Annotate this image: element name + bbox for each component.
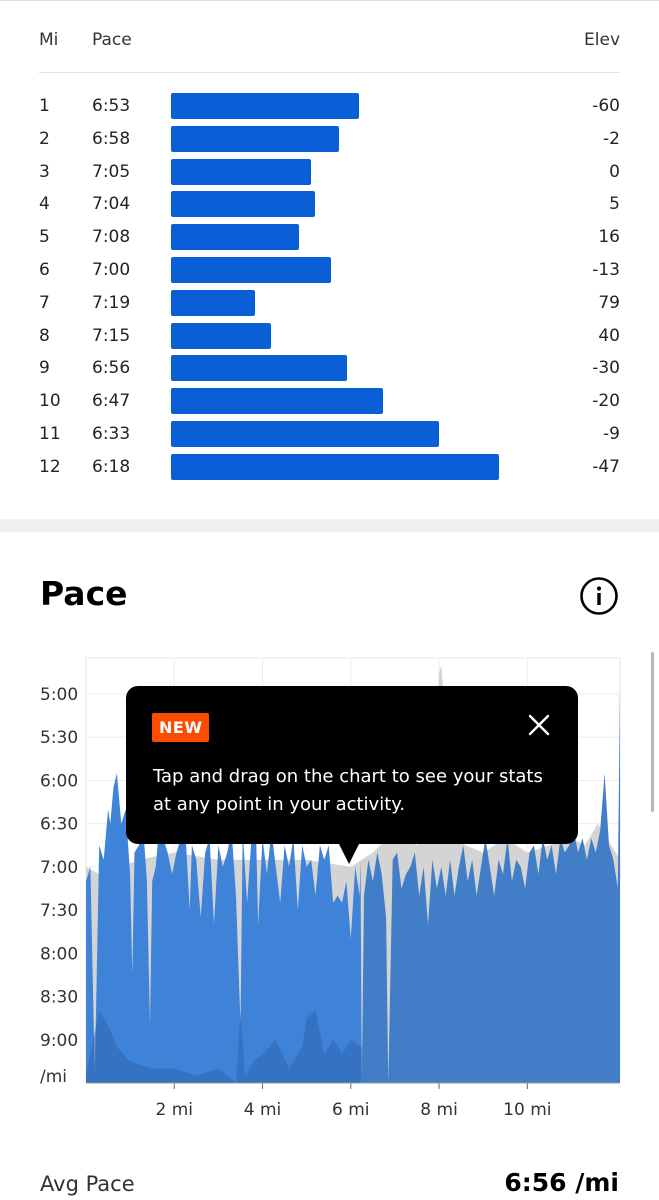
split-pace: 6:47 xyxy=(92,391,131,412)
avg-pace-label: Avg Pace xyxy=(40,1172,135,1196)
column-header-mi: Mi xyxy=(39,30,59,50)
split-elevation: 0 xyxy=(609,161,620,182)
split-pace-bar xyxy=(171,388,383,415)
y-tick-label: 8:30 xyxy=(40,988,78,1008)
split-mile: 1 xyxy=(39,96,50,116)
split-row: 9 6:56 -30 xyxy=(0,352,659,385)
split-pace-bar xyxy=(171,224,299,251)
y-tick-label: 6:30 xyxy=(40,815,78,835)
y-tick-label: 5:30 xyxy=(40,728,78,748)
split-pace-bar xyxy=(171,322,271,349)
info-icon[interactable] xyxy=(580,577,618,615)
split-pace-bar xyxy=(171,93,359,119)
top-divider xyxy=(0,0,659,1)
y-tick-label: 5:00 xyxy=(40,685,78,705)
split-row: 6 7:00 -13 xyxy=(0,254,659,287)
y-tick-label: 7:00 xyxy=(40,858,78,878)
split-elevation: 16 xyxy=(598,227,620,248)
split-row: 3 7:05 0 xyxy=(0,156,659,189)
split-row: 2 6:58 -2 xyxy=(0,123,659,156)
split-pace-bar xyxy=(171,289,255,316)
pace-area-shading xyxy=(86,1011,362,1083)
y-tick-label: /mi xyxy=(40,1067,67,1087)
split-pace: 6:56 xyxy=(92,358,131,379)
avg-pace-value: 6:56 /mi xyxy=(504,1168,619,1197)
header-divider xyxy=(39,72,620,73)
split-mile: 3 xyxy=(39,161,50,182)
split-elevation: -20 xyxy=(592,391,620,412)
split-mile: 10 xyxy=(39,391,61,412)
split-row: 7 7:19 79 xyxy=(0,287,659,320)
split-mile: 4 xyxy=(39,194,50,215)
split-mile: 9 xyxy=(39,358,50,379)
split-row: 4 7:04 5 xyxy=(0,188,659,221)
split-pace-bar xyxy=(171,158,311,185)
split-pace: 6:33 xyxy=(92,424,131,444)
split-pace-bar xyxy=(171,421,439,447)
split-row: 1 6:53 -60 xyxy=(0,90,659,123)
split-pace-bar xyxy=(171,453,499,480)
split-row: 8 7:15 40 xyxy=(0,320,659,353)
split-elevation: -60 xyxy=(592,96,620,116)
section-title: Pace xyxy=(40,574,128,613)
split-pace: 7:00 xyxy=(92,260,131,280)
split-elevation: -47 xyxy=(592,456,620,477)
chart-y-axis: 5:00 5:30 6:00 6:30 7:00 7:30 8:00 8:30 9:00/mi xyxy=(40,685,78,1087)
split-elevation: 40 xyxy=(598,325,620,346)
split-pace-bar xyxy=(171,257,331,283)
split-mile: 8 xyxy=(39,325,50,346)
y-tick-label: 6:00 xyxy=(40,771,78,791)
split-mile: 11 xyxy=(39,424,61,444)
split-row: 11 6:33 -9 xyxy=(0,418,659,451)
split-pace: 7:05 xyxy=(92,161,131,182)
x-tick-label: 10 mi xyxy=(503,1100,551,1120)
split-pace-bar xyxy=(171,355,347,382)
split-pace: 7:15 xyxy=(92,325,131,346)
split-pace: 6:53 xyxy=(92,96,131,116)
section-separator xyxy=(0,519,659,532)
split-mile: 6 xyxy=(39,260,50,280)
split-mile: 7 xyxy=(39,292,50,313)
split-pace: 6:58 xyxy=(92,128,131,149)
split-elevation: 79 xyxy=(598,292,620,313)
x-tick-label: 8 mi xyxy=(420,1100,458,1120)
chart-series xyxy=(86,665,620,1083)
split-elevation: -2 xyxy=(603,128,620,149)
split-pace-bar xyxy=(171,191,315,218)
split-mile: 2 xyxy=(39,128,50,149)
tooltip-text: Tap and drag on the chart to see your st… xyxy=(153,766,543,815)
split-mile: 5 xyxy=(39,227,50,248)
x-tick-label: 6 mi xyxy=(332,1100,370,1120)
scrollbar[interactable] xyxy=(651,652,654,812)
pace-area-series xyxy=(86,773,362,1083)
split-row: 12 6:18 -47 xyxy=(0,451,659,484)
column-header-elev: Elev xyxy=(584,30,620,50)
split-elevation: -9 xyxy=(603,424,620,444)
split-elevation: -30 xyxy=(592,358,620,379)
splits-header: Mi Pace Elev xyxy=(39,30,620,52)
split-elevation: 5 xyxy=(609,194,620,215)
x-tick-label: 4 mi xyxy=(244,1100,282,1120)
split-pace: 7:04 xyxy=(92,194,131,215)
tooltip-pointer xyxy=(336,838,362,864)
y-tick-label: 7:30 xyxy=(40,901,78,921)
pace-area-series xyxy=(361,686,620,1083)
split-pace: 6:18 xyxy=(92,456,131,477)
split-pace-bar xyxy=(171,125,339,152)
onboarding-tooltip: NEW Tap and drag on the chart to see you… xyxy=(126,686,578,844)
close-icon[interactable] xyxy=(526,712,552,738)
split-row: 10 6:47 -20 xyxy=(0,385,659,418)
split-elevation: -13 xyxy=(592,260,620,280)
split-mile: 12 xyxy=(39,456,61,477)
y-tick-label: 8:00 xyxy=(40,944,78,964)
new-badge: NEW xyxy=(152,713,210,742)
column-header-pace: Pace xyxy=(92,30,132,50)
split-pace: 7:19 xyxy=(92,292,131,313)
x-tick-label: 2 mi xyxy=(156,1100,194,1120)
split-pace: 7:08 xyxy=(92,227,131,248)
split-row: 5 7:08 16 xyxy=(0,221,659,254)
y-tick-label: 9:00 xyxy=(40,1031,78,1051)
chart-x-axis: 2 mi 4 mi 6 mi 8 mi 10 mi xyxy=(86,1082,620,1120)
